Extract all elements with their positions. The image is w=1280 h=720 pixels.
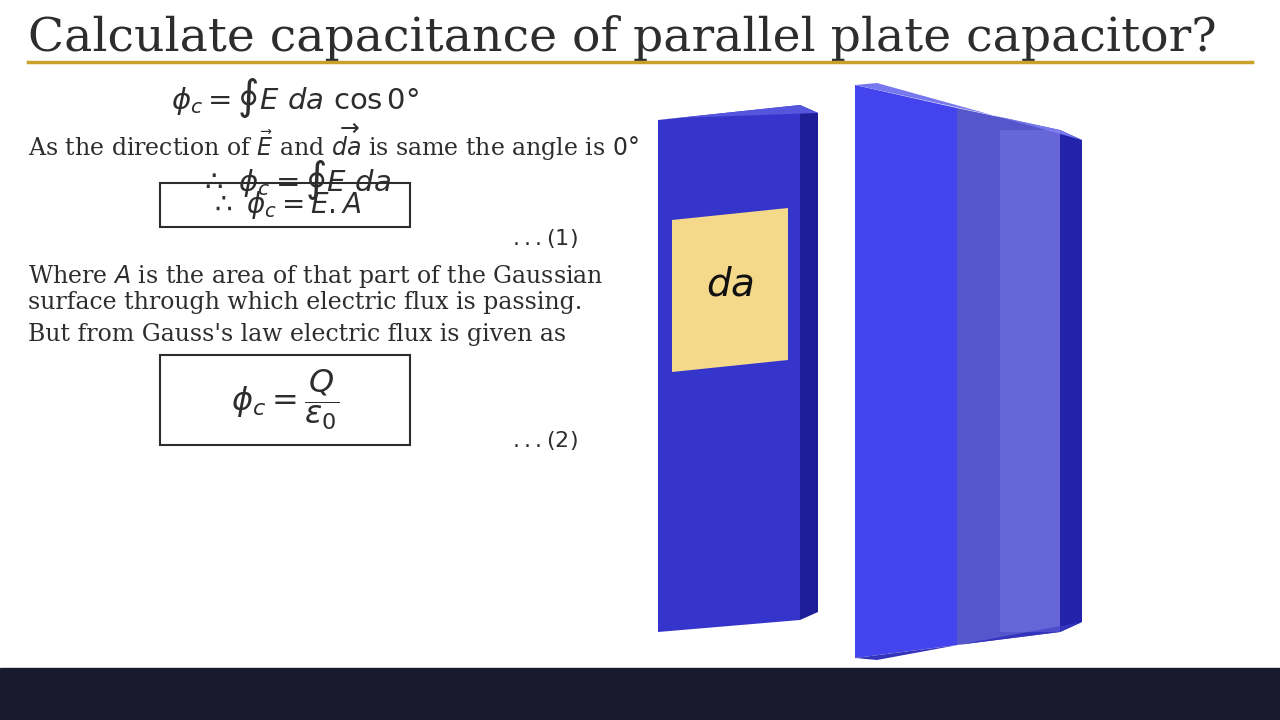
Text: surface through which electric flux is passing.: surface through which electric flux is p…: [28, 290, 582, 313]
Polygon shape: [855, 622, 1082, 660]
Polygon shape: [957, 108, 1060, 645]
Polygon shape: [855, 85, 957, 658]
Text: $...(1)$: $...(1)$: [512, 227, 577, 250]
Text: $da$: $da$: [707, 266, 754, 304]
Text: $\phi_c = \dfrac{Q}{\varepsilon_0}$: $\phi_c = \dfrac{Q}{\varepsilon_0}$: [230, 368, 339, 432]
Text: $\therefore\ \phi_c = E.A$: $\therefore\ \phi_c = E.A$: [209, 189, 361, 221]
Bar: [160, 183, 410, 227]
Polygon shape: [658, 105, 818, 120]
Polygon shape: [672, 208, 788, 372]
Text: But from Gauss's law electric flux is given as: But from Gauss's law electric flux is gi…: [28, 323, 566, 346]
Polygon shape: [800, 105, 818, 620]
Polygon shape: [658, 105, 800, 632]
Polygon shape: [1060, 130, 1082, 632]
Text: $\therefore\ \phi_c = \oint E\ da$: $\therefore\ \phi_c = \oint E\ da$: [198, 158, 390, 202]
Text: As the direction of $\vec{E}$ and $\overrightarrow{da}$ is same the angle is $0°: As the direction of $\vec{E}$ and $\over…: [28, 122, 639, 163]
Polygon shape: [1000, 130, 1060, 632]
Bar: [0, 668, 1280, 720]
Bar: [160, 355, 410, 445]
Text: $\phi_c = \oint E\ da\ \cos 0°$: $\phi_c = \oint E\ da\ \cos 0°$: [172, 76, 419, 120]
Text: Where $A$ is the area of that part of the Gaussian: Where $A$ is the area of that part of th…: [28, 264, 603, 290]
Text: Calculate capacitance of parallel plate capacitor?: Calculate capacitance of parallel plate …: [28, 15, 1216, 61]
Polygon shape: [855, 83, 1082, 140]
Text: $...(2)$: $...(2)$: [512, 428, 577, 451]
